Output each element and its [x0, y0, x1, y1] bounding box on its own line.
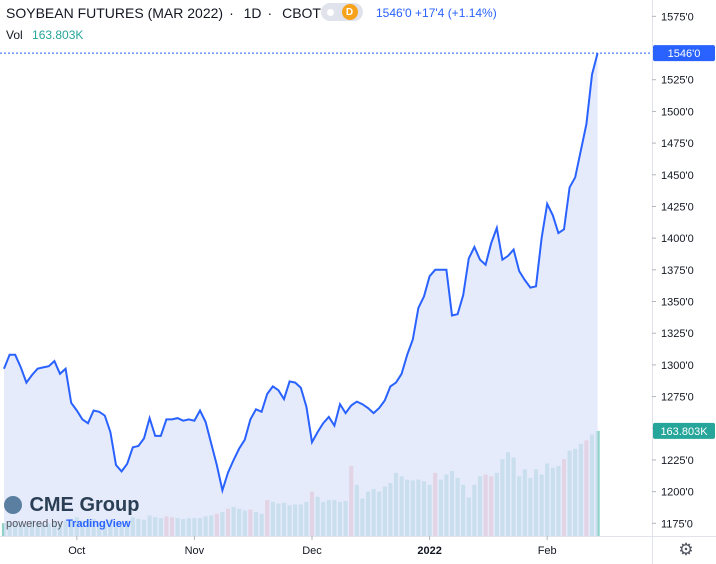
x-axis-ticks: Oct Nov Dec 2022 Feb — [68, 536, 557, 557]
price-change-percent: (+1.14%) — [447, 6, 497, 20]
axis-badges: 1546'0 163.803K — [653, 45, 715, 439]
last-price-badge-text: 1546'0 — [668, 48, 701, 60]
y-tick-label: 1425'0 — [661, 201, 694, 213]
last-price: 1546'0 — [376, 6, 412, 20]
last-price-badge-bg — [653, 45, 715, 62]
price-area-fill — [4, 53, 598, 536]
volume-value: 163.803K — [32, 28, 84, 42]
x-tick-label: Feb — [538, 545, 557, 557]
last-volume-badge-bg — [653, 422, 715, 439]
price-change: +17'4 — [415, 6, 445, 20]
separator-dot: · — [267, 5, 273, 21]
y-axis-ticks: 1175'01200'01225'01250'01275'01300'01325… — [652, 11, 694, 530]
x-tick-label: Nov — [185, 545, 205, 557]
status-dot — [326, 8, 334, 16]
last-volume-badge-text: 163.803K — [660, 426, 708, 438]
y-tick-label: 1475'0 — [661, 138, 694, 150]
quote-readout: 1546'0 +17'4 (+1.14%) — [376, 6, 497, 20]
price-line — [3, 52, 599, 495]
y-tick-label: 1300'0 — [661, 360, 694, 372]
y-tick-label: 1350'0 — [661, 297, 694, 309]
x-tick-label: Oct — [68, 545, 85, 557]
y-tick-label: 1375'0 — [661, 265, 694, 277]
powered-prefix: powered by — [6, 518, 63, 530]
powered-by[interactable]: powered by TradingView — [6, 518, 131, 530]
exchange-label: CBOT — [282, 5, 321, 21]
gear-icon[interactable]: ⚙ — [678, 540, 694, 559]
symbol-name[interactable]: SOYBEAN FUTURES (MAR 2022) — [6, 5, 224, 21]
interval-label[interactable]: 1D — [243, 5, 262, 21]
delayed-badge: D — [341, 4, 358, 20]
y-tick-label: 1200'0 — [661, 487, 694, 499]
y-tick-label: 1175'0 — [661, 518, 693, 530]
y-tick-label: 1450'0 — [661, 170, 694, 182]
y-tick-label: 1325'0 — [661, 328, 694, 340]
y-tick-label: 1525'0 — [661, 75, 694, 87]
y-tick-label: 1400'0 — [661, 233, 694, 245]
volume-legend[interactable]: Vol 163.803K — [6, 28, 83, 42]
y-tick-label: 1225'0 — [661, 455, 694, 467]
market-status-pill[interactable]: D — [321, 3, 363, 21]
y-tick-label: 1275'0 — [661, 392, 694, 404]
y-tick-label: 1500'0 — [661, 106, 694, 118]
y-tick-label: 1575'0 — [661, 11, 694, 23]
cme-group-logo: CME Group — [4, 494, 139, 517]
x-tick-label: 2022 — [417, 545, 441, 557]
separator-dot: · — [229, 5, 234, 21]
logo-text: CME Group — [29, 494, 140, 516]
tradingview-link[interactable]: TradingView — [65, 518, 131, 530]
cme-globe-icon — [4, 496, 22, 514]
chart-header: SOYBEAN FUTURES (MAR 2022) · 1D · CBOT — [6, 5, 327, 21]
volume-label: Vol — [6, 28, 23, 42]
x-tick-label: Dec — [302, 545, 322, 557]
